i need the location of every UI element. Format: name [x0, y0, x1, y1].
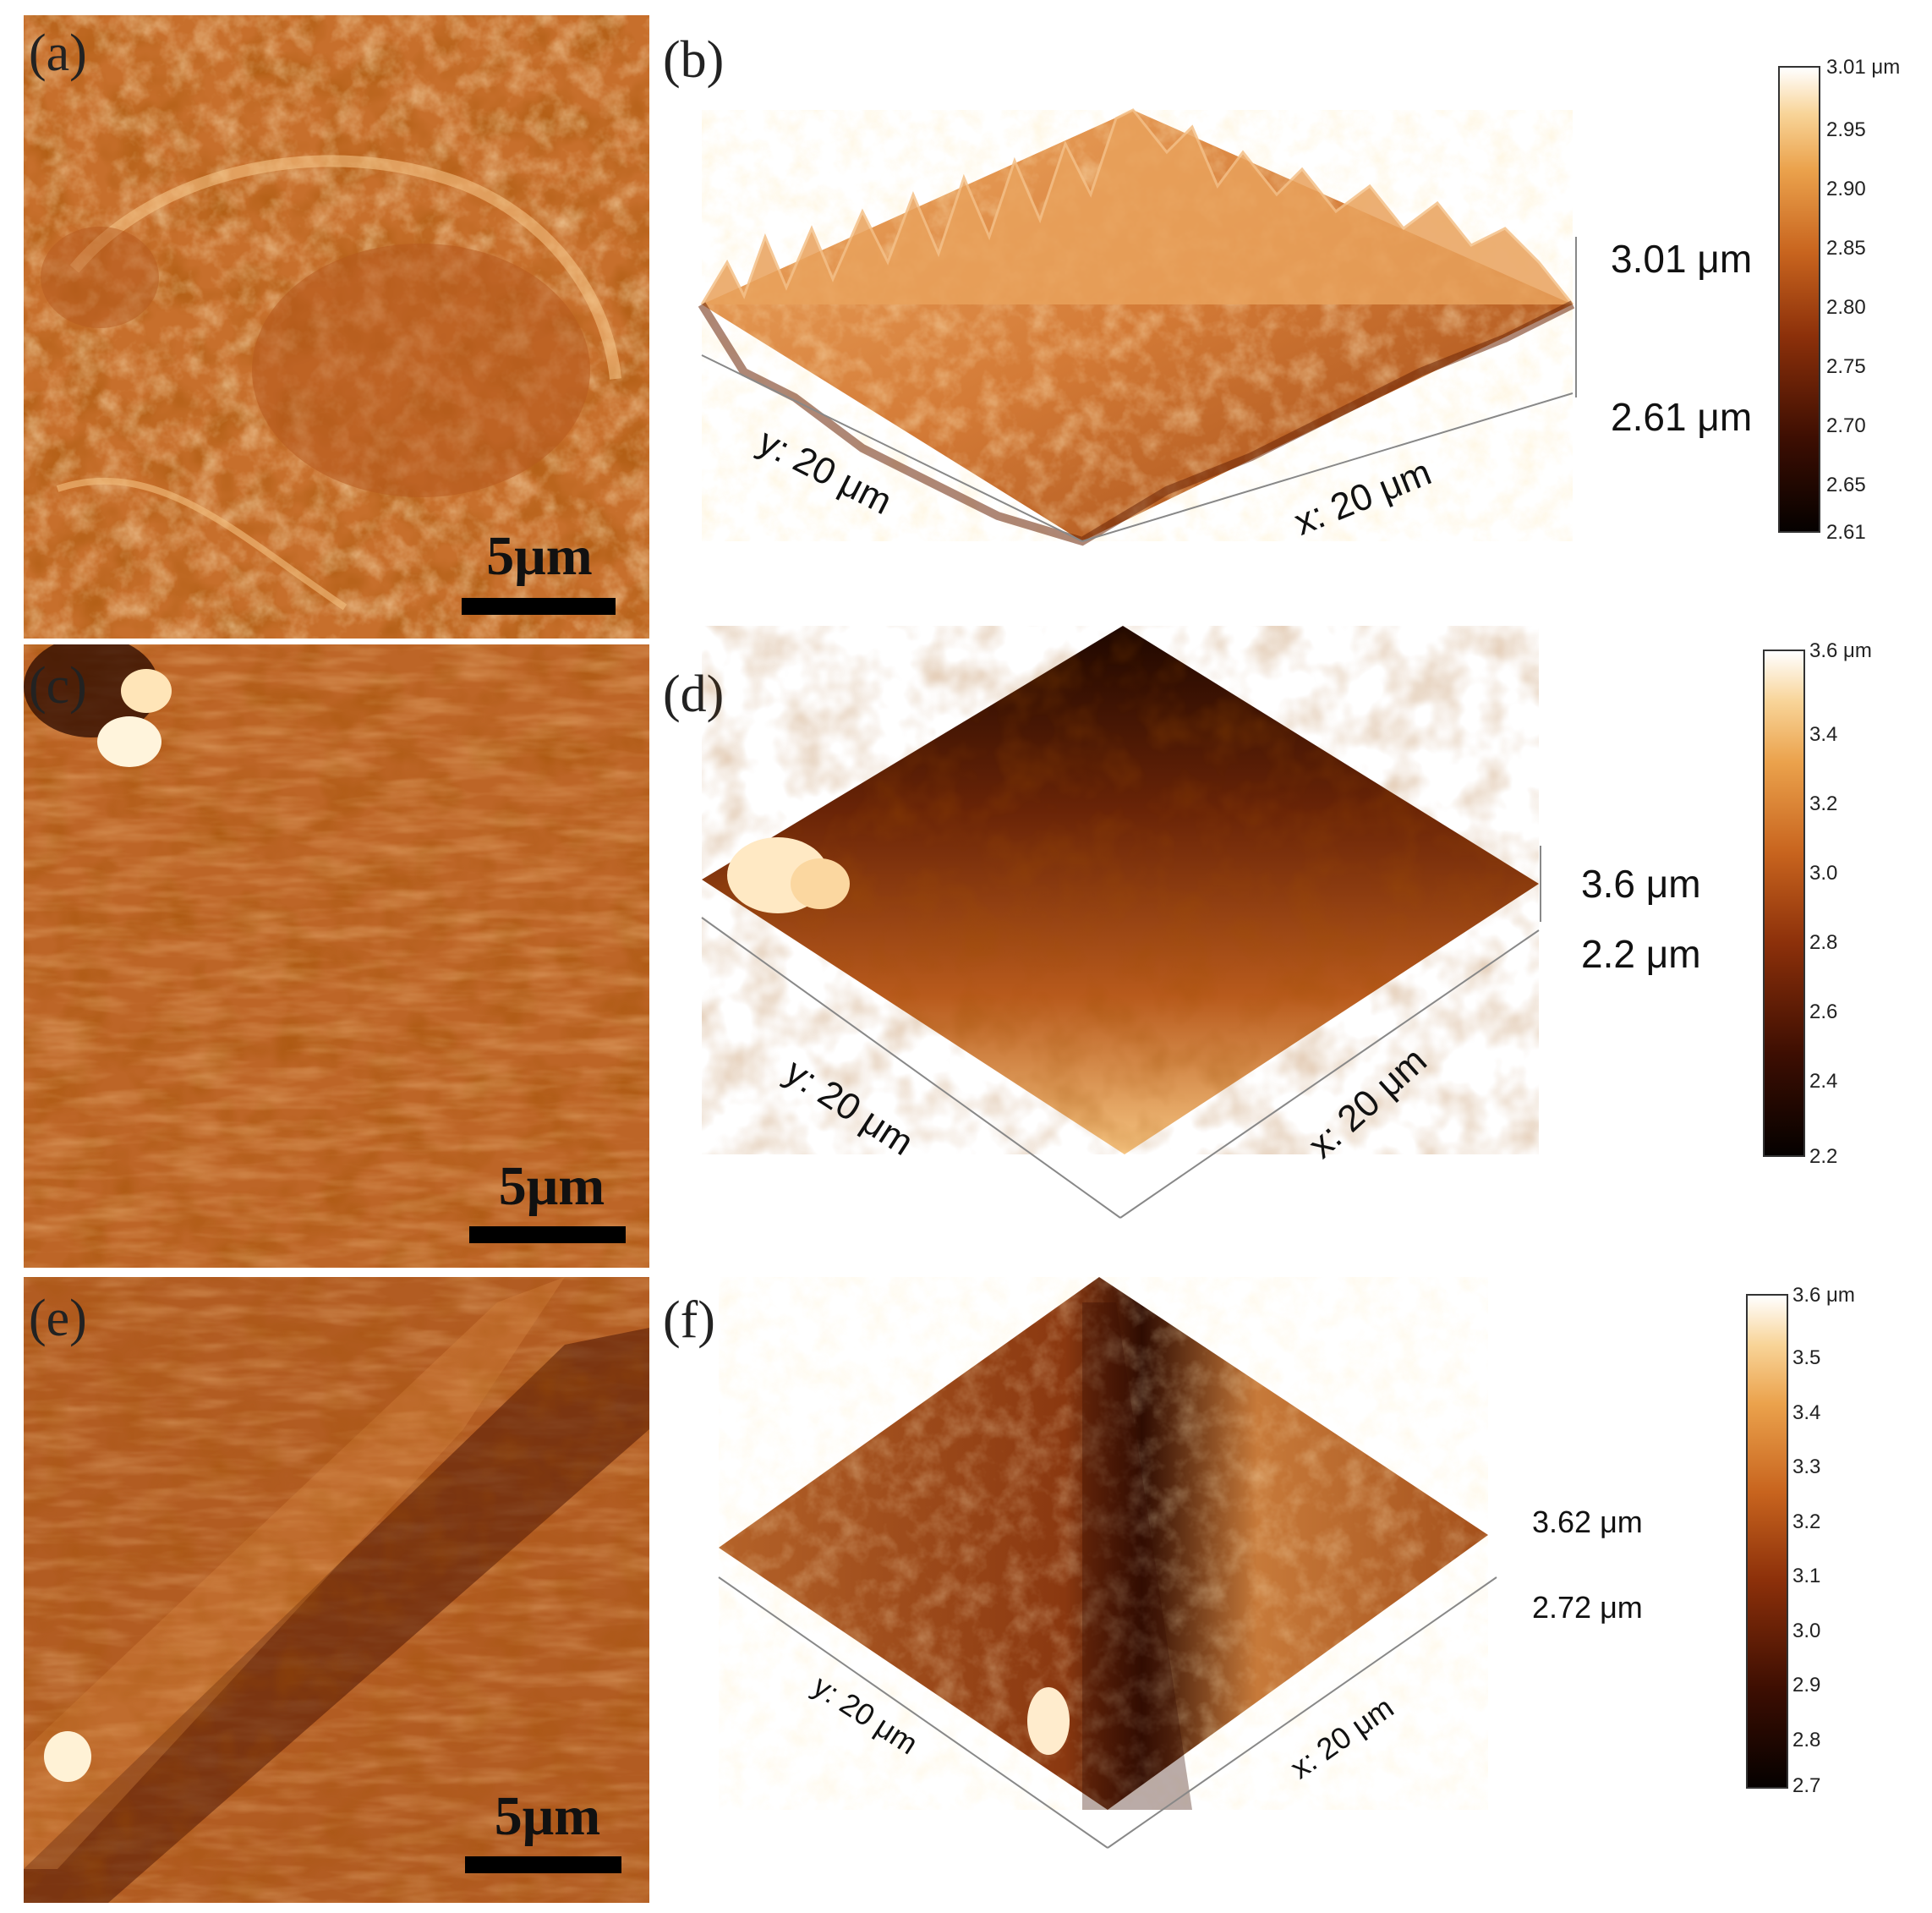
- axis-lines-b: [701, 354, 1574, 542]
- panel-label-d: (d): [663, 666, 725, 723]
- colorbar-tick-f-1: 3.4: [1792, 1401, 1821, 1424]
- scale-bar-a: [462, 598, 616, 615]
- z-axis-d: [1540, 846, 1541, 922]
- z-min-label-f: 2.72 μm: [1532, 1590, 1643, 1625]
- z-max-label-b: 3.01 μm: [1611, 237, 1753, 281]
- colorbar-tick-d-1: 3.2: [1809, 792, 1838, 815]
- colorbar-tick-d-6: 2.2: [1809, 1145, 1838, 1168]
- z-max-label-d: 3.6 μm: [1581, 862, 1701, 906]
- colorbar-b: [1778, 66, 1820, 533]
- panel-label-e: (e): [29, 1290, 87, 1347]
- scale-bar-c: [469, 1226, 626, 1243]
- colorbar-tick-d-5: 2.4: [1809, 1070, 1838, 1093]
- colorbar-top-b: 3.01 μm: [1826, 56, 1901, 79]
- colorbar-tick-f-3: 3.2: [1792, 1510, 1821, 1533]
- afm-3d-surface-b: [698, 108, 1575, 546]
- afm-image-c: [24, 644, 649, 1268]
- colorbar-tick-b-5: 2.70: [1826, 414, 1866, 437]
- afm-3d-surface-f: [719, 1277, 1488, 1810]
- colorbar-tick-b-3: 2.80: [1826, 296, 1866, 319]
- colorbar-tick-b-2: 2.85: [1826, 237, 1866, 260]
- z-axis-b: [1575, 237, 1577, 397]
- panel-label-c: (c): [29, 657, 87, 715]
- scale-bar-label-c: 5μm: [498, 1155, 605, 1217]
- panel-label-b: (b): [663, 31, 725, 89]
- axis-lines-d: [701, 917, 1540, 1219]
- afm-image-a: [24, 15, 649, 639]
- colorbar-tick-b-1: 2.90: [1826, 178, 1866, 200]
- colorbar-tick-f-6: 2.9: [1792, 1674, 1821, 1696]
- colorbar-tick-f-4: 3.1: [1792, 1565, 1821, 1587]
- z-max-label-f: 3.62 μm: [1532, 1505, 1643, 1539]
- axis-lines-f: [718, 1576, 1497, 1849]
- panel-label-f: (f): [663, 1291, 715, 1349]
- colorbar-tick-f-0: 3.5: [1792, 1346, 1821, 1369]
- colorbar-tick-f-5: 3.0: [1792, 1620, 1821, 1642]
- colorbar-d: [1763, 650, 1805, 1157]
- colorbar-tick-b-0: 2.95: [1826, 118, 1866, 141]
- colorbar-f: [1746, 1294, 1788, 1789]
- panel-label-a: (a): [29, 25, 87, 82]
- z-min-label-d: 2.2 μm: [1581, 932, 1701, 976]
- scale-bar-label-a: 5μm: [486, 525, 593, 587]
- colorbar-tick-d-2: 3.0: [1809, 862, 1838, 885]
- scale-bar-e: [465, 1856, 621, 1873]
- colorbar-tick-b-7: 2.61: [1826, 521, 1866, 544]
- colorbar-top-f: 3.6 μm: [1792, 1284, 1855, 1307]
- colorbar-tick-d-3: 2.8: [1809, 931, 1838, 954]
- colorbar-tick-b-6: 2.65: [1826, 474, 1866, 496]
- colorbar-tick-d-0: 3.4: [1809, 723, 1838, 746]
- colorbar-tick-f-2: 3.3: [1792, 1455, 1821, 1478]
- colorbar-tick-b-4: 2.75: [1826, 355, 1866, 378]
- colorbar-tick-d-4: 2.6: [1809, 1000, 1838, 1023]
- colorbar-top-d: 3.6 μm: [1809, 639, 1872, 662]
- colorbar-tick-f-8: 2.7: [1792, 1774, 1821, 1797]
- afm-3d-surface-d: [702, 626, 1539, 1154]
- z-min-label-b: 2.61 μm: [1611, 395, 1753, 439]
- scale-bar-label-e: 5μm: [494, 1785, 601, 1847]
- colorbar-tick-f-7: 2.8: [1792, 1729, 1821, 1751]
- afm-image-e: [24, 1277, 649, 1903]
